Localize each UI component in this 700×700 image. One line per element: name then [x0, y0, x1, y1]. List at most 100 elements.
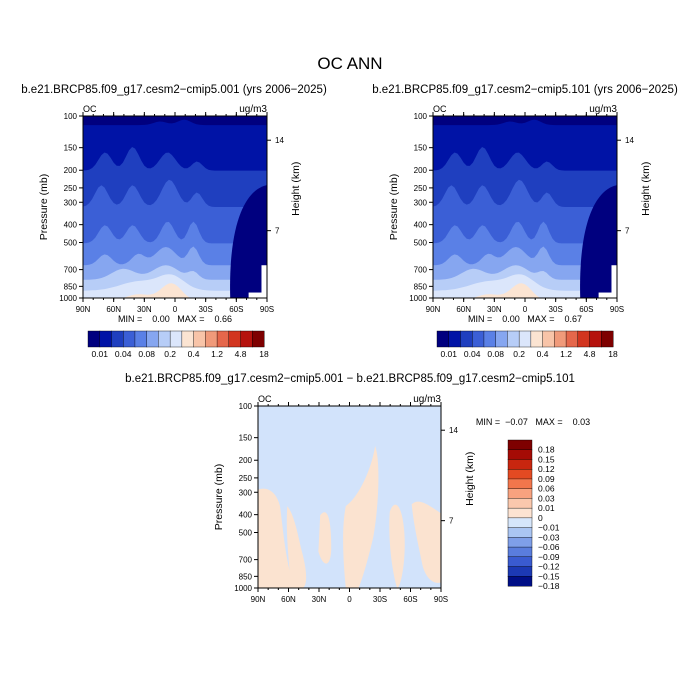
colorbar-label: −0.03 — [538, 532, 560, 542]
y-tick-label: 150 — [239, 434, 253, 443]
y-tick-label: 1000 — [234, 584, 252, 593]
x-tick-label: 30N — [137, 305, 152, 314]
missing-data — [248, 292, 268, 298]
colorbar-swatch — [122, 330, 136, 348]
colorbar-swatch — [228, 330, 242, 348]
colorbar-swatch — [460, 330, 473, 348]
colorbar-label: 0.03 — [538, 493, 555, 503]
colorbar-swatch — [111, 330, 124, 348]
field-region-positive — [258, 488, 295, 588]
y2-axis-label: Height (km) — [464, 452, 476, 506]
panel-2: b.e21.BRCP85.f09_g17.cesm2−cmip5.101 (yr… — [372, 84, 678, 359]
x-tick-label: 90N — [76, 305, 91, 314]
colorbar-swatch — [507, 478, 533, 490]
colorbar-label: 0.04 — [464, 349, 481, 359]
colorbar-label: 0.4 — [537, 349, 549, 359]
y-tick-label: 850 — [414, 282, 428, 291]
colorbar-label: 0.4 — [188, 349, 200, 359]
colorbar-label: 0.2 — [513, 349, 525, 359]
colorbar-swatch — [589, 330, 602, 348]
missing-data — [261, 265, 268, 298]
field-layer — [83, 283, 267, 298]
colorbar-swatch — [507, 537, 533, 548]
x-tick-label: 30N — [487, 305, 502, 314]
y-tick-label: 250 — [64, 184, 78, 193]
colorbar-label: −0.15 — [538, 571, 560, 581]
y-tick-label: 150 — [414, 144, 428, 153]
colorbar-swatch — [507, 439, 533, 451]
x-tick-label: 60S — [229, 305, 243, 314]
colorbar-swatch — [252, 330, 265, 348]
colorbar-swatch — [554, 330, 567, 348]
field-region-positive — [411, 501, 441, 583]
x-tick-label: 90S — [610, 305, 624, 314]
colorbar-swatch — [87, 330, 101, 348]
colorbar-swatch — [134, 330, 148, 348]
stats-text: MIN = 0.00 MAX = 0.66 — [118, 314, 232, 324]
y2-tick-label: 14 — [449, 426, 458, 435]
colorbar-swatch — [158, 330, 171, 348]
colorbar-swatch — [507, 330, 520, 348]
plot-fill-3 — [258, 406, 441, 588]
colorbar-swatch — [518, 330, 532, 348]
y-tick-label: 150 — [64, 144, 78, 153]
stats-text: MIN = −0.07 MAX = 0.03 — [476, 417, 590, 427]
colorbar-swatch — [507, 459, 533, 470]
colorbar-swatch — [193, 330, 206, 348]
colorbar-label: 0.06 — [538, 484, 555, 494]
stats-text: MIN = 0.00 MAX = 0.67 — [468, 314, 582, 324]
x-tick-label: 30S — [549, 305, 563, 314]
corner-label-left: OC — [433, 104, 447, 114]
y-axis-label: Pressure (mb) — [38, 174, 50, 241]
panel-1: b.e21.BRCP85.f09_g17.cesm2−cmip5.001 (yr… — [21, 84, 327, 359]
x-tick-label: 0 — [347, 595, 352, 604]
panel-3-difference: b.e21.BRCP85.f09_g17.cesm2−cmip5.001 − b… — [125, 373, 590, 604]
y-tick-label: 850 — [239, 572, 253, 581]
colorbar-swatch — [601, 330, 614, 348]
colorbar-swatch — [507, 576, 533, 587]
x-tick-label: 60S — [579, 305, 593, 314]
corner-label-units: ug/m3 — [589, 104, 617, 115]
colorbar-label: −0.12 — [538, 562, 560, 572]
x-tick-label: 30S — [199, 305, 213, 314]
y-tick-label: 850 — [64, 282, 78, 291]
colorbar-swatch — [507, 556, 533, 568]
y-tick-label: 1000 — [409, 294, 427, 303]
colorbar-label: 0.12 — [538, 464, 555, 474]
colorbar-label: −0.18 — [538, 581, 560, 591]
y-tick-label: 500 — [239, 528, 253, 537]
corner-label-left: OC — [258, 394, 272, 404]
colorbar-swatch — [507, 498, 533, 509]
y2-axis-label: Height (km) — [290, 162, 302, 216]
x-tick-label: 0 — [173, 305, 178, 314]
y2-tick-label: 14 — [625, 136, 634, 145]
x-tick-label: 90S — [260, 305, 274, 314]
colorbar-swatch — [565, 330, 579, 348]
field-layer — [230, 185, 267, 298]
colorbar-label: 0.2 — [164, 349, 176, 359]
colorbar-label: 4.8 — [235, 349, 247, 359]
colorbar-label: −0.06 — [538, 542, 560, 552]
missing-data — [611, 265, 618, 298]
x-tick-label: 90N — [251, 595, 266, 604]
y-tick-label: 300 — [64, 198, 78, 207]
colorbar-label: 18 — [608, 349, 618, 359]
y-tick-label: 700 — [64, 266, 78, 275]
colorbar-swatch — [216, 330, 230, 348]
colorbar-label: −0.01 — [538, 523, 560, 533]
colorbar-swatch — [530, 330, 544, 348]
colorbar-swatch — [240, 330, 253, 348]
y-tick-label: 700 — [414, 266, 428, 275]
field-layer — [580, 185, 617, 298]
y-tick-label: 100 — [64, 112, 78, 121]
colorbar-label: 0.08 — [487, 349, 504, 359]
colorbar-swatch — [577, 330, 591, 348]
x-tick-label: 0 — [523, 305, 528, 314]
y-tick-label: 200 — [239, 456, 253, 465]
y-tick-label: 1000 — [59, 294, 77, 303]
x-tick-label: 90S — [434, 595, 448, 604]
x-tick-label: 60N — [281, 595, 296, 604]
colorbar-label: 1.2 — [211, 349, 223, 359]
corner-label-units: ug/m3 — [239, 104, 267, 115]
colorbar-swatch — [507, 488, 533, 499]
